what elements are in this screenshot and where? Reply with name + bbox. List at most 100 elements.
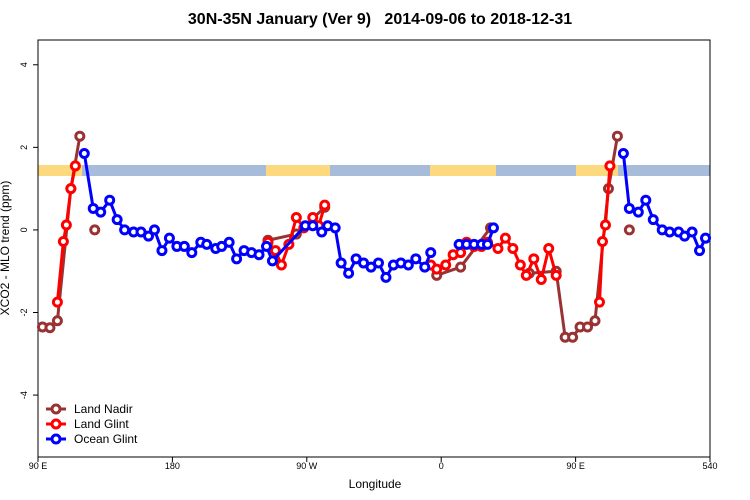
legend-label: Ocean Glint (74, 432, 138, 446)
legend-label: Land Nadir (74, 402, 133, 416)
point (186, 247, 198, 259)
point (487, 222, 499, 234)
land-strip (576, 165, 618, 176)
point (260, 240, 272, 252)
point (253, 249, 265, 261)
point (528, 253, 540, 265)
point (455, 247, 467, 259)
point (201, 238, 213, 250)
point (329, 222, 341, 234)
point (520, 269, 532, 281)
point (44, 322, 56, 334)
x-tick-label: 180 (165, 461, 180, 471)
point (664, 226, 676, 238)
point (269, 245, 281, 257)
point (582, 321, 594, 333)
point (69, 160, 81, 172)
point (425, 247, 437, 259)
land-ocean-band (38, 165, 710, 176)
point (380, 271, 392, 283)
point (499, 232, 511, 244)
plot-frame (37, 39, 711, 458)
point (589, 315, 601, 327)
point (343, 267, 355, 279)
point (119, 224, 131, 236)
land-strip (266, 165, 330, 176)
y-tick-label: 2 (19, 145, 29, 150)
y-tick-label: 4 (19, 62, 29, 67)
point (78, 148, 90, 160)
point (316, 226, 328, 238)
point (178, 240, 190, 252)
point (65, 183, 77, 195)
point (623, 202, 635, 214)
point (163, 232, 175, 244)
point (307, 220, 319, 232)
point (431, 263, 443, 275)
point (266, 255, 278, 267)
legend-label: Land Glint (74, 417, 129, 431)
point (290, 212, 302, 224)
point (335, 257, 347, 269)
point (57, 235, 69, 247)
point (567, 331, 579, 343)
point (694, 245, 706, 257)
point (60, 219, 72, 231)
point (319, 199, 331, 211)
point (492, 243, 504, 254)
legend-marker (50, 418, 62, 430)
point (700, 232, 712, 244)
point (148, 224, 160, 236)
x-tick-label: 90 E (29, 461, 48, 471)
point (104, 194, 116, 206)
point (231, 253, 243, 265)
point (507, 243, 519, 254)
point (550, 269, 562, 281)
point (95, 206, 107, 218)
point (543, 243, 555, 254)
point (640, 194, 652, 206)
point (686, 226, 698, 238)
x-tick-label: 540 (702, 461, 717, 471)
point (223, 236, 235, 248)
point (143, 230, 155, 242)
point (599, 219, 611, 231)
x-tick-label: 90 W (296, 461, 318, 471)
x-axis-label: Longitude (349, 477, 402, 491)
point (402, 259, 414, 271)
point (481, 238, 493, 250)
point (611, 130, 623, 142)
y-tick-label: -4 (19, 391, 29, 399)
point (617, 148, 629, 160)
x-tick-label: 90 E (566, 461, 585, 471)
x-tick-label: 0 (439, 461, 444, 471)
point (514, 259, 526, 271)
point (604, 160, 616, 172)
point (596, 235, 608, 247)
chart-title: 30N-35N January (Ver 9) 2014-09-06 to 20… (188, 11, 572, 28)
point (647, 214, 659, 226)
point (535, 273, 547, 285)
ocean-strip (38, 165, 710, 176)
land-strip (430, 165, 496, 176)
point (419, 261, 431, 273)
point (51, 315, 63, 327)
point (156, 245, 168, 257)
point (74, 130, 86, 142)
point (372, 257, 384, 269)
point (111, 214, 123, 226)
point (623, 224, 635, 236)
y-axis-label: XCO2 - MLO trend (ppm) (0, 181, 12, 316)
point (89, 224, 101, 236)
point (51, 296, 63, 308)
legend-marker (50, 433, 62, 445)
legend-marker (50, 403, 62, 415)
point (455, 261, 467, 273)
y-tick-label: -2 (19, 308, 29, 316)
point (632, 206, 644, 218)
land-strip (38, 165, 82, 176)
y-tick-label: 0 (19, 227, 29, 232)
point (410, 253, 422, 265)
point (275, 259, 287, 271)
